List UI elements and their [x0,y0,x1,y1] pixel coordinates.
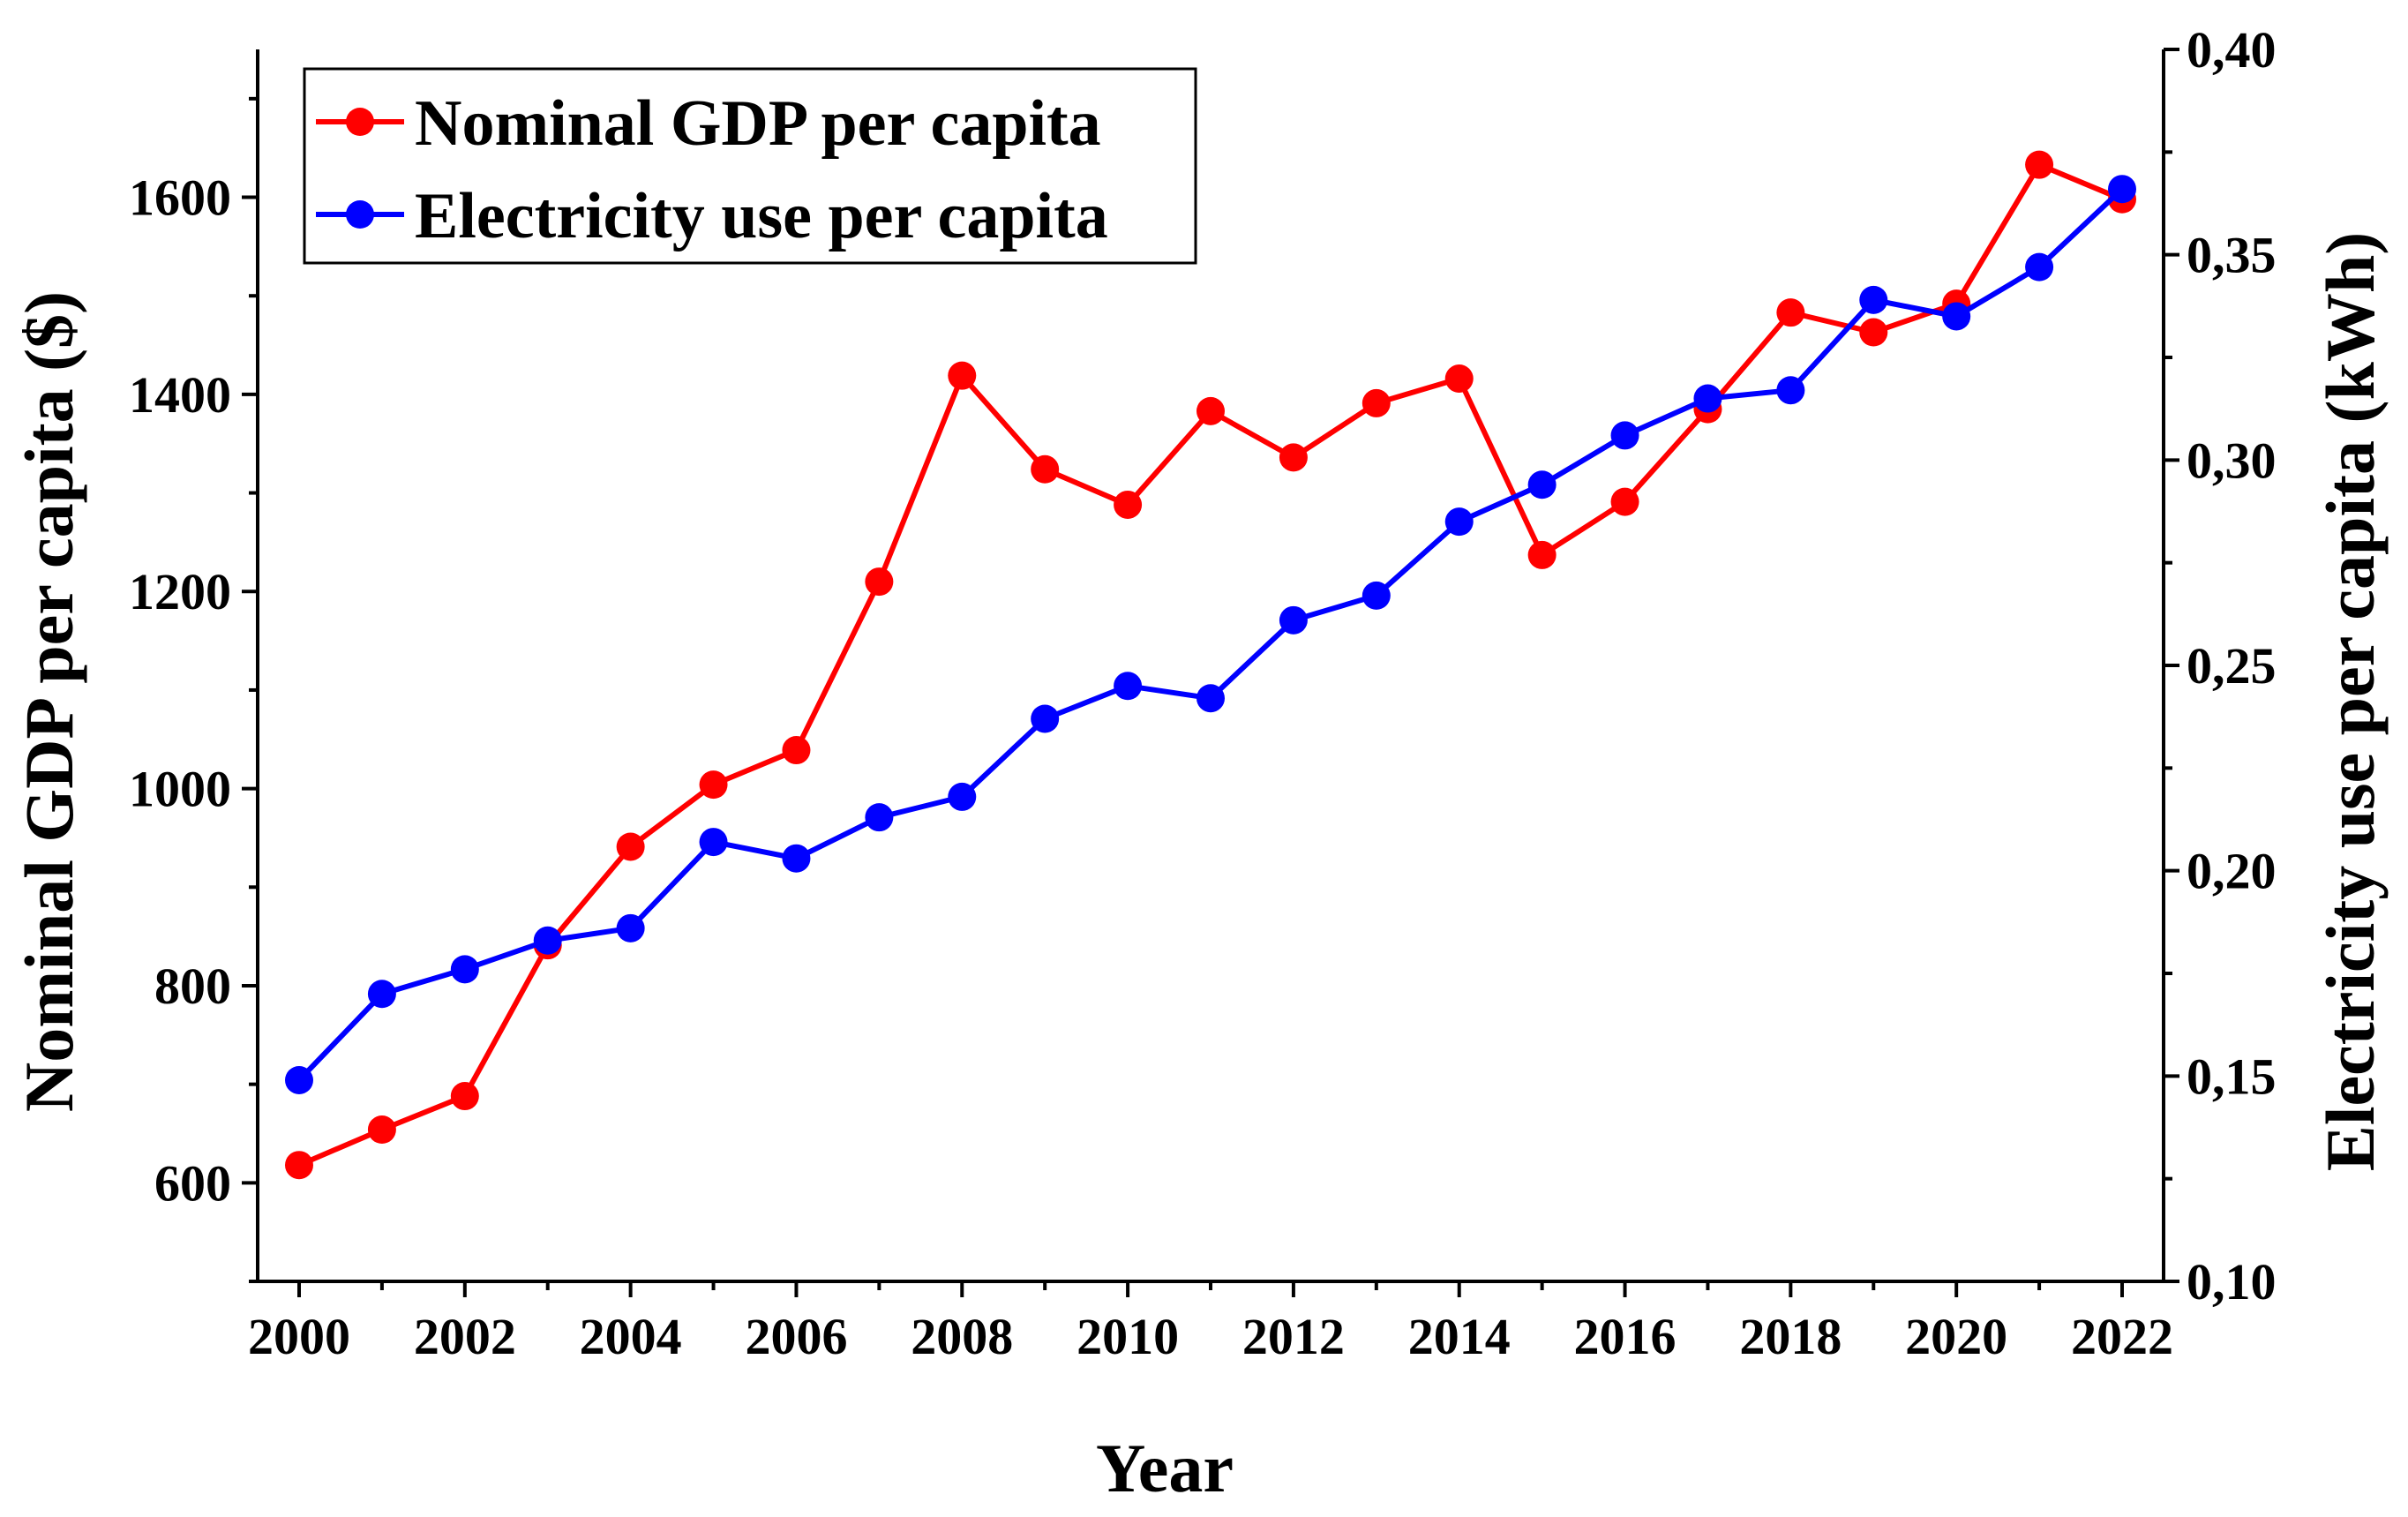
data-point-electricity [367,980,396,1009]
data-point-gdp [1362,388,1391,417]
data-point-gdp [1859,318,1888,347]
data-point-electricity [1859,285,1888,314]
right-y-tick-label: 0,15 [2187,1048,2277,1105]
x-axis-title: Year [1096,1430,1234,1506]
data-point-electricity [1693,384,1722,413]
data-point-electricity [699,828,728,857]
data-point-gdp [1196,396,1225,425]
right-y-tick-label: 0,25 [2187,637,2277,695]
data-point-gdp [616,832,645,861]
data-point-gdp [1610,487,1639,516]
left-y-tick-label: 800 [154,958,231,1015]
data-point-gdp [285,1151,313,1180]
data-point-gdp [1776,298,1805,327]
x-tick-label: 2018 [1739,1308,1842,1365]
data-point-electricity [1942,302,1971,331]
data-point-gdp [450,1082,479,1111]
legend-marker-gdp [346,108,374,136]
data-point-gdp [699,770,728,800]
left-y-tick-label: 1600 [129,169,231,227]
x-tick-label: 2016 [1574,1308,1677,1365]
data-point-electricity [1114,672,1143,701]
right-y-axis-title: Electricity use per capita (kWh) [2312,232,2389,1171]
data-point-electricity [865,803,894,832]
data-point-electricity [285,1065,313,1094]
legend-marker-electricity [346,200,374,229]
data-point-gdp [1279,443,1308,472]
x-tick-label: 2014 [1408,1308,1511,1365]
right-y-tick-label: 0,40 [2187,21,2277,79]
data-point-electricity [2108,175,2136,204]
legend-label-electricity: Electricity use per capita [415,180,1108,252]
x-tick-label: 2022 [2071,1308,2173,1365]
left-y-tick-label: 600 [154,1154,231,1212]
data-point-electricity [616,913,645,942]
right-y-tick-label: 0,20 [2187,843,2277,900]
x-tick-label: 2020 [1905,1308,2007,1365]
x-tick-label: 2004 [580,1308,682,1365]
data-point-electricity [948,782,977,811]
x-tick-label: 2008 [911,1308,1013,1365]
data-point-gdp [1444,364,1474,394]
left-y-axis-title: Nominal GDP per capita ($) [11,291,87,1112]
x-tick-label: 2012 [1242,1308,1345,1365]
data-point-gdp [2025,150,2054,179]
axes-layer: 2000 2002 2004 2006 2008 2010 2012 2014 2016 2018… [129,21,2277,1365]
data-point-electricity [1527,470,1557,499]
x-tick-label: 2010 [1076,1308,1179,1365]
data-point-gdp [782,736,811,765]
legend-box [303,67,1197,265]
data-point-electricity [1444,507,1474,537]
x-tick-label: 2006 [745,1308,847,1365]
data-point-electricity [533,926,562,955]
series-layer [285,150,2136,1180]
legend-label-gdp: Nominal GDP per capita [415,87,1101,160]
legend: Nominal GDP per capita Electricity use p… [303,67,1197,265]
left-y-tick-label: 1000 [129,761,231,818]
data-point-gdp [1114,490,1143,519]
data-point-electricity [2025,252,2054,282]
data-point-electricity [1776,376,1805,405]
data-point-electricity [1031,704,1060,733]
data-point-gdp [1031,454,1060,484]
x-tick-label: 2000 [248,1308,350,1365]
data-point-gdp [1527,540,1557,569]
right-y-tick-label: 0,10 [2187,1253,2277,1310]
data-point-gdp [865,567,894,597]
data-point-electricity [1362,581,1391,610]
data-point-gdp [948,361,977,390]
x-tick-label: 2002 [414,1308,516,1365]
data-point-electricity [782,844,811,873]
data-point-electricity [1196,684,1225,713]
right-y-tick-label: 0,30 [2187,432,2277,489]
data-point-electricity [1279,605,1308,635]
data-point-gdp [367,1115,396,1145]
data-point-electricity [450,955,479,984]
left-y-tick-label: 1400 [129,366,231,424]
right-y-tick-label: 0,35 [2187,227,2277,284]
data-point-electricity [1610,421,1639,450]
left-y-tick-label: 1200 [129,563,231,620]
